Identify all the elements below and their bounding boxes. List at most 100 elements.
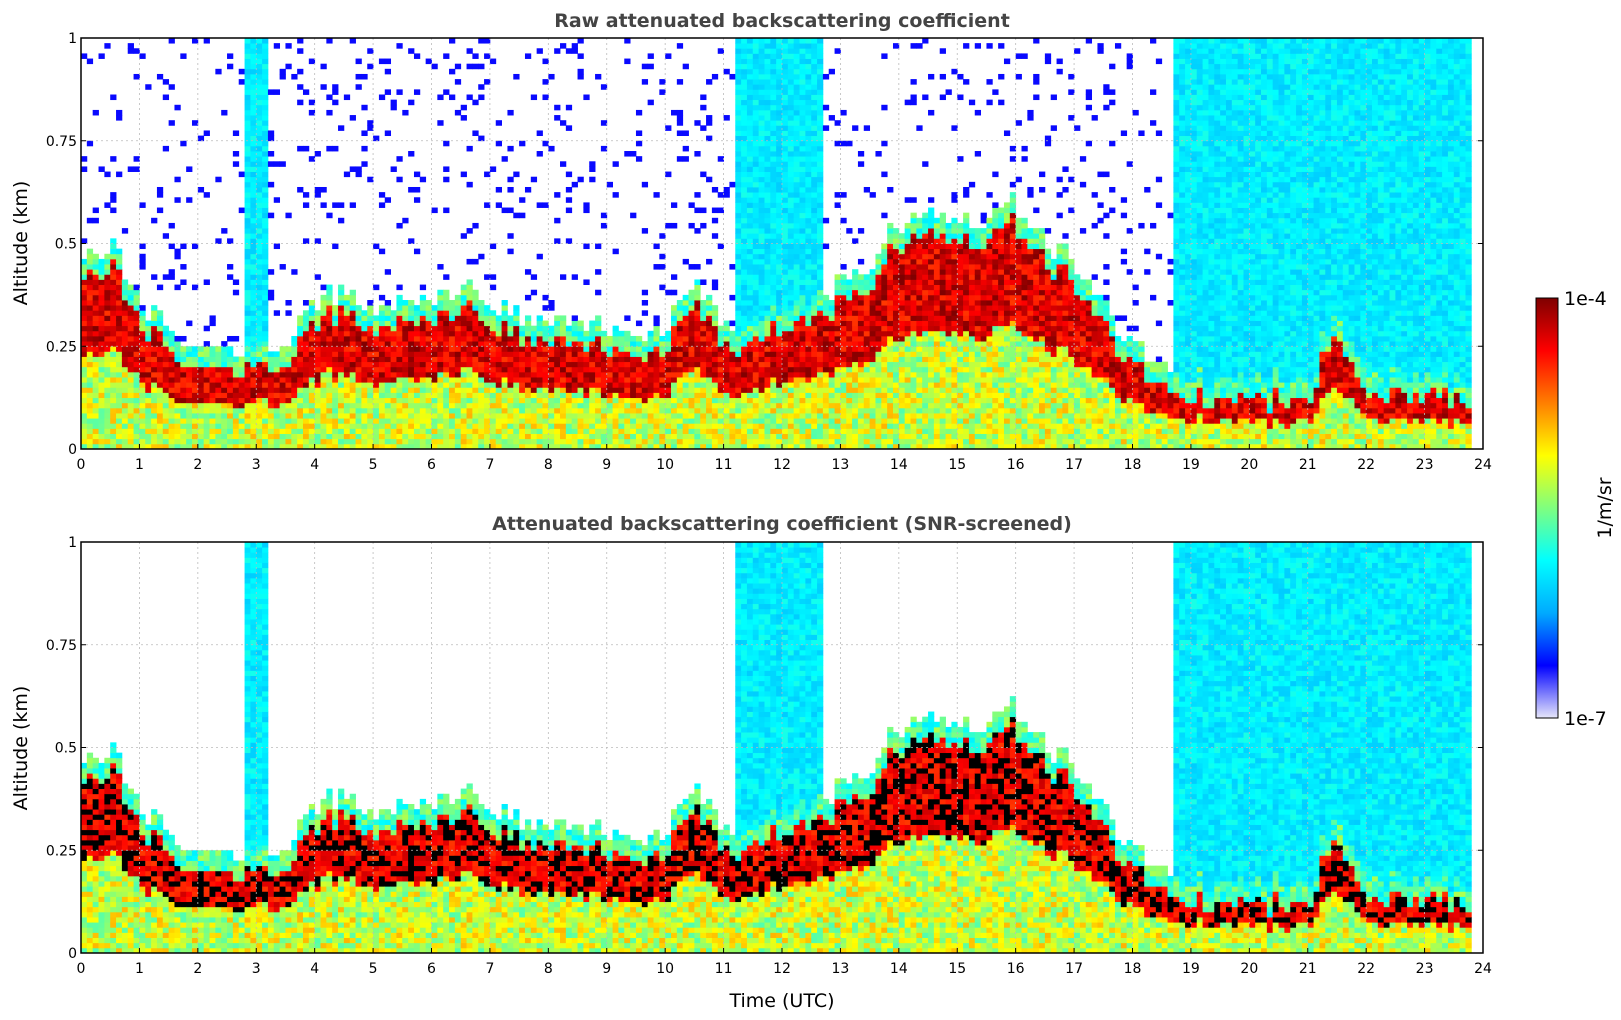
heatmap-cell [262,269,268,275]
heatmap-cell [613,326,619,332]
heatmap-cell [659,357,665,363]
heatmap-cell [578,403,584,409]
heatmap-cell [776,264,782,270]
heatmap-cell [268,295,274,301]
heatmap-cell [829,398,835,404]
heatmap-cell [93,392,99,398]
heatmap-cell [186,346,192,352]
heatmap-cell [805,423,811,429]
heatmap-cell [823,377,829,383]
heatmap-cell [513,439,519,445]
heatmap-cell [262,151,268,157]
heatmap-cell [227,418,233,424]
heatmap-cell [794,43,800,49]
heatmap-cell [274,310,280,316]
heatmap-cell [764,182,770,188]
heatmap-cell [256,290,262,296]
heatmap-cell [694,362,700,368]
heatmap-cell [770,413,776,419]
heatmap-cell [99,382,105,388]
heatmap-cell [385,331,391,337]
heatmap-cell [800,418,806,424]
heatmap-cell [350,336,356,342]
heatmap-cell [116,290,122,296]
heatmap-cell [256,377,262,383]
heatmap-cell [186,413,192,419]
heatmap-cell [233,392,239,398]
heatmap-cell [245,59,251,65]
heatmap-cell [700,223,706,229]
heatmap-cell [169,428,175,434]
heatmap-cell [87,346,93,352]
heatmap-cell [764,53,770,59]
heatmap-cell [595,269,601,275]
heatmap-cell [414,434,420,440]
heatmap-cell [239,367,245,373]
heatmap-cell [735,254,741,260]
heatmap-cell [759,244,765,250]
heatmap-cell [519,413,525,419]
heatmap-cell [764,387,770,393]
heatmap-cell [321,382,327,388]
heatmap-cell [309,398,315,404]
heatmap-cell [192,351,198,357]
heatmap-cell [735,100,741,106]
heatmap-cell [268,213,274,219]
heatmap-cell [770,285,776,291]
heatmap-cell [782,156,788,162]
heatmap-cell [93,208,99,214]
heatmap-cell [414,346,420,352]
heatmap-cell [414,367,420,373]
heatmap-cell [93,362,99,368]
heatmap-cell [729,403,735,409]
heatmap-cell [268,351,274,357]
heatmap-cell [513,418,519,424]
heatmap-cell [583,434,589,440]
heatmap-cell [677,434,683,440]
heatmap-cell [642,182,648,188]
heatmap-cell [496,362,502,368]
heatmap-cell [104,259,110,265]
heatmap-cell [361,418,367,424]
heatmap-cell [379,382,385,388]
heatmap-cell [800,285,806,291]
heatmap-cell [548,357,554,363]
heatmap-cell [472,351,478,357]
heatmap-cell [157,331,163,337]
heatmap-cell [356,305,362,311]
heatmap-cell [729,377,735,383]
heatmap-cell [507,362,513,368]
heatmap-cell [548,408,554,414]
heatmap-cell [706,136,712,142]
heatmap-cell [759,64,765,70]
heatmap-cell [548,300,554,306]
heatmap-cell [326,146,332,152]
heatmap-cell [741,274,747,280]
heatmap-cell [408,151,414,157]
heatmap-cell [782,254,788,260]
heatmap-cell [525,418,531,424]
heatmap-cell [718,192,724,198]
heatmap-cell [87,387,93,393]
heatmap-cell [262,392,268,398]
heatmap-cell [402,326,408,332]
heatmap-cell [99,408,105,414]
heatmap-cell [788,166,794,172]
heatmap-cell [192,244,198,250]
heatmap-cell [665,362,671,368]
heatmap-cell [811,136,817,142]
heatmap-cell [245,74,251,80]
heatmap-cell [344,434,350,440]
heatmap-cell [659,387,665,393]
heatmap-cell [204,403,210,409]
heatmap-cell [800,223,806,229]
heatmap-cell [642,341,648,347]
heatmap-cell [595,336,601,342]
heatmap-cell [694,300,700,306]
heatmap-cell [823,392,829,398]
heatmap-cell [747,238,753,244]
heatmap-cell [116,279,122,285]
heatmap-cell [583,382,589,388]
heatmap-cell [496,367,502,373]
heatmap-cell [134,166,140,172]
